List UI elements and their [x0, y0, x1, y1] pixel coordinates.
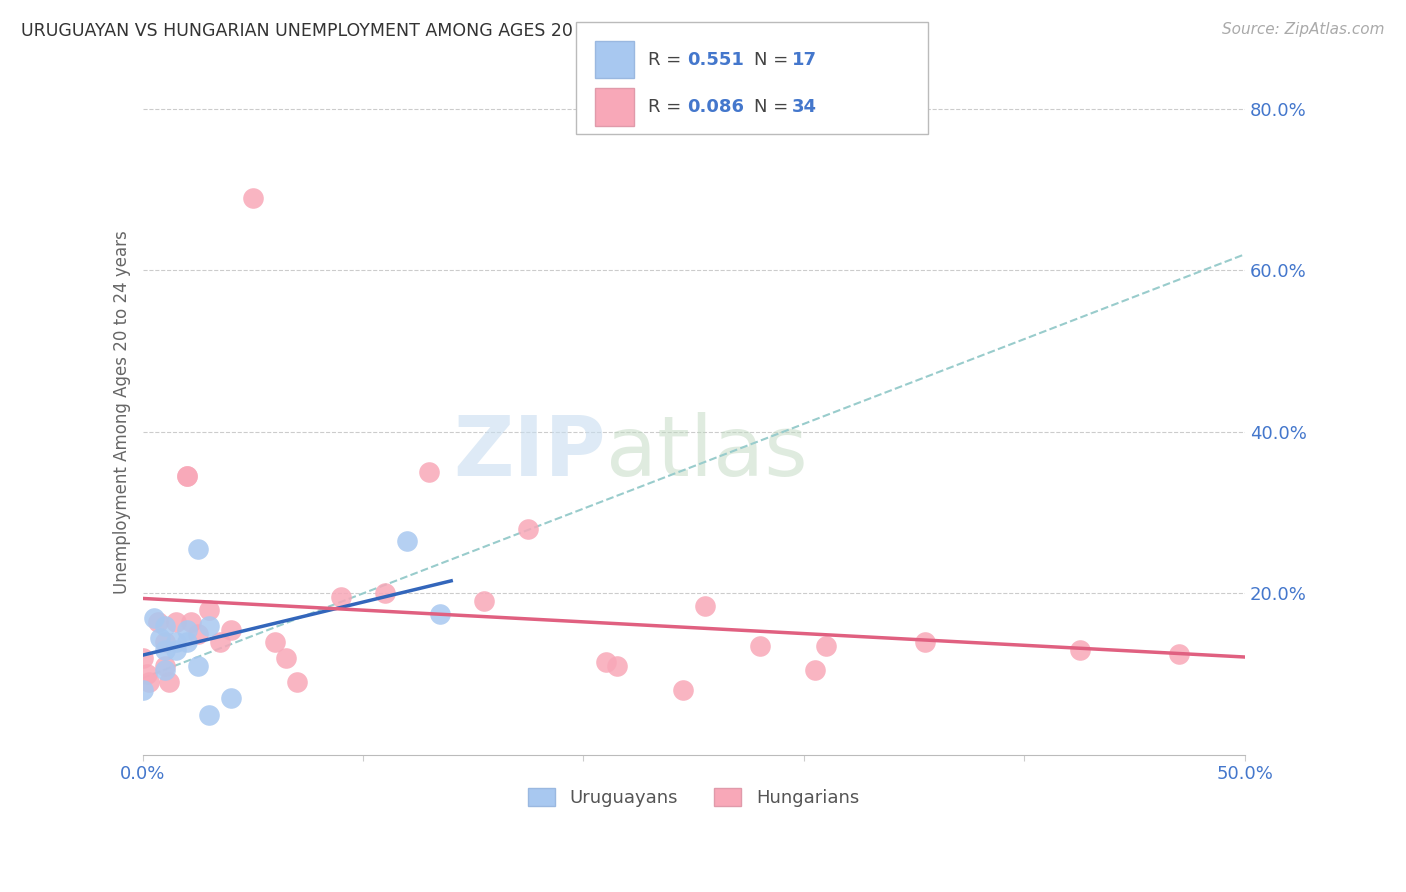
Point [285, 675, 308, 690]
Point [396, 533, 419, 548]
Point [187, 659, 209, 673]
Y-axis label: Unemployment Among Ages 20 to 24 years: Unemployment Among Ages 20 to 24 years [114, 230, 131, 593]
Point [176, 469, 198, 483]
Point [748, 639, 770, 653]
Point [153, 663, 176, 677]
Point [197, 707, 219, 722]
Point [176, 469, 198, 483]
Point [142, 610, 165, 624]
Text: N =: N = [754, 98, 787, 116]
Point [138, 675, 160, 690]
Point [131, 651, 153, 665]
Point [374, 586, 396, 600]
Point [176, 623, 198, 637]
Point [197, 602, 219, 616]
Point [1069, 643, 1091, 657]
Point [146, 615, 169, 629]
Point [131, 683, 153, 698]
Point [263, 635, 285, 649]
Legend: Uruguayans, Hungarians: Uruguayans, Hungarians [522, 780, 866, 814]
Text: R =: R = [648, 51, 682, 69]
Point [242, 191, 264, 205]
Point [330, 591, 353, 605]
Point [187, 627, 209, 641]
Text: 17: 17 [792, 51, 817, 69]
Text: R =: R = [648, 98, 682, 116]
Point [595, 655, 617, 669]
Point [165, 643, 187, 657]
Text: 0.086: 0.086 [688, 98, 745, 116]
Text: ZIP: ZIP [453, 412, 606, 493]
Point [804, 663, 827, 677]
Text: 34: 34 [792, 98, 817, 116]
Point [693, 599, 716, 613]
Point [149, 631, 172, 645]
Point [136, 667, 159, 681]
Text: atlas: atlas [606, 412, 807, 493]
Point [219, 623, 242, 637]
Point [197, 618, 219, 632]
Point [274, 651, 297, 665]
Point [814, 639, 837, 653]
Text: URUGUAYAN VS HUNGARIAN UNEMPLOYMENT AMONG AGES 20 TO 24 YEARS CORRELATION CHART: URUGUAYAN VS HUNGARIAN UNEMPLOYMENT AMON… [21, 22, 887, 40]
Point [153, 618, 176, 632]
Point [914, 635, 936, 649]
Text: Source: ZipAtlas.com: Source: ZipAtlas.com [1222, 22, 1385, 37]
Point [180, 615, 202, 629]
Point [165, 615, 187, 629]
Point [418, 465, 440, 479]
Point [153, 635, 176, 649]
Point [517, 522, 540, 536]
Text: 0.551: 0.551 [688, 51, 744, 69]
Point [219, 691, 242, 706]
Point [153, 659, 176, 673]
Point [208, 635, 231, 649]
Point [672, 683, 695, 698]
Point [187, 541, 209, 556]
Point [1167, 647, 1189, 661]
Point [472, 594, 495, 608]
Point [606, 659, 628, 673]
Point [157, 675, 180, 690]
Point [165, 635, 187, 649]
Point [153, 643, 176, 657]
Point [429, 607, 451, 621]
Point [176, 635, 198, 649]
Text: N =: N = [754, 51, 787, 69]
